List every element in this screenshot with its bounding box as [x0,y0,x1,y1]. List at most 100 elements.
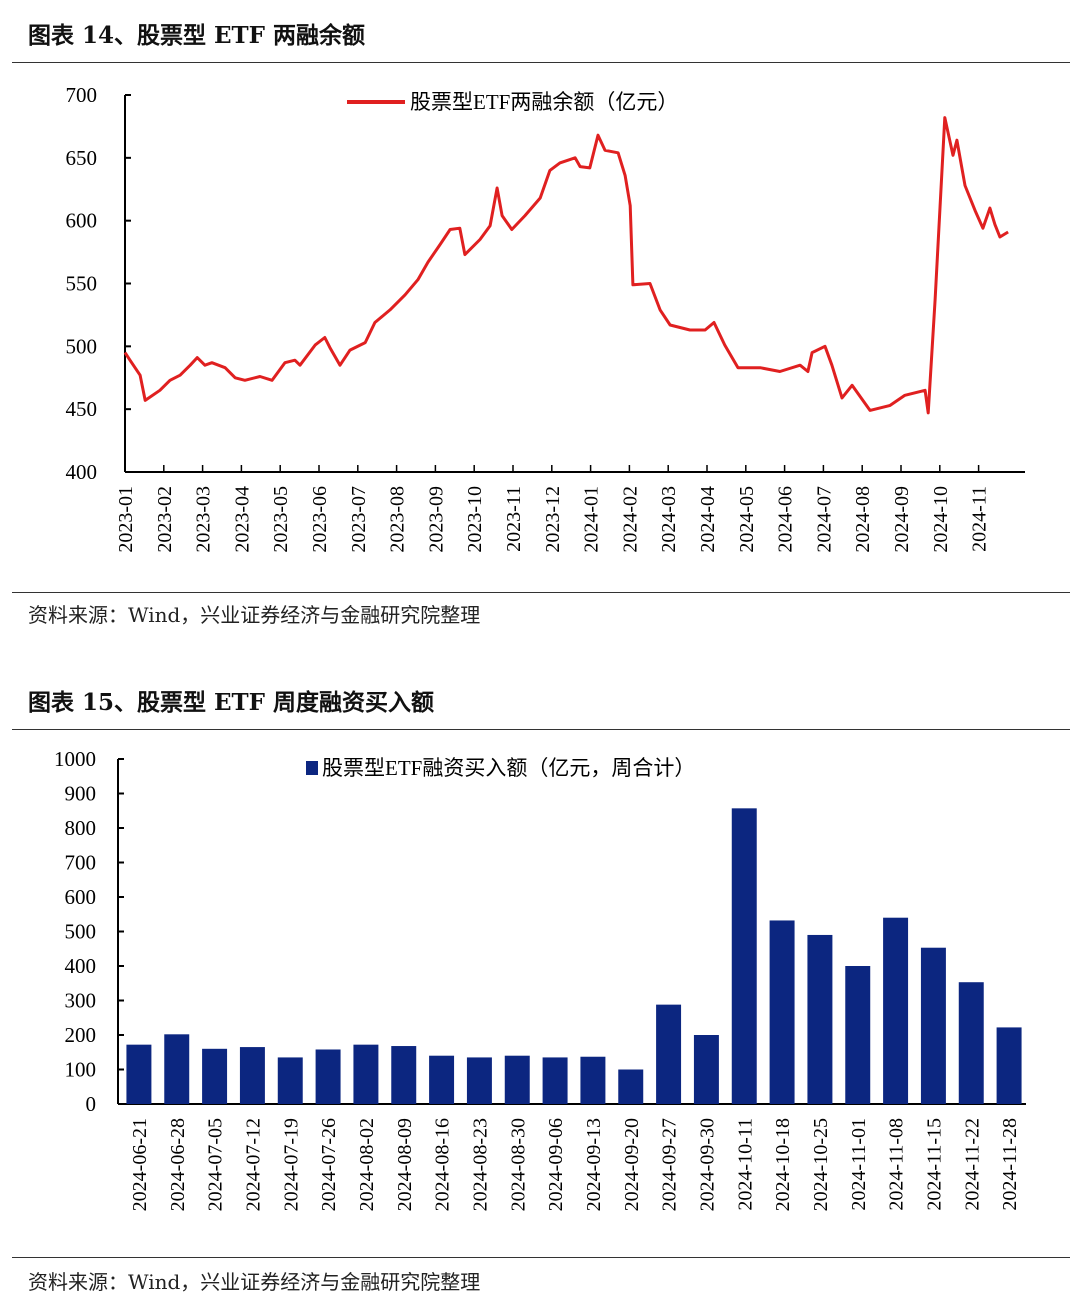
figure14-source: 资料来源：Wind，兴业证券经济与金融研究院整理 [28,603,481,627]
x-tick-label: 2024-07-19 [280,1118,302,1211]
bar [202,1048,228,1104]
x-tick-label: 2023-01 [115,486,137,553]
bar [656,1004,682,1104]
x-tick-label: 2024-08-16 [432,1118,454,1211]
figure15-source: 资料来源：Wind，兴业证券经济与金融研究院整理 [28,1270,481,1294]
bar [504,1055,530,1104]
x-tick-label: 2024-07-05 [205,1118,227,1211]
x-tick-label: 2024-06 [775,486,797,553]
y-tick-label: 450 [66,397,98,421]
x-tick-label: 2024-09 [891,486,913,553]
series-line [123,116,1009,415]
bar [958,982,984,1104]
x-tick-label: 2024-07 [813,486,835,553]
y-tick-label: 1000 [54,747,96,771]
x-tick-label: 2024-03 [658,486,680,553]
x-tick-label: 2023-04 [231,486,253,553]
y-tick-label: 400 [65,954,97,978]
x-tick-label: 2024-10 [930,486,952,553]
x-tick-label: 2024-01 [581,486,603,553]
x-tick-label: 2024-09-30 [696,1118,718,1211]
x-tick-label: 2024-09-13 [583,1118,605,1211]
y-tick-label: 550 [66,272,98,296]
x-tick-label: 2023-03 [193,486,215,553]
x-tick-label: 2023-05 [270,486,292,553]
y-tick-label: 650 [66,146,98,170]
figure15-top-rule [12,729,1070,730]
bar [845,966,871,1104]
x-tick-label: 2024-09-20 [621,1118,643,1211]
x-tick-label: 2024-10-25 [810,1118,832,1211]
bar [315,1049,341,1104]
x-tick-label: 2024-04 [697,486,719,553]
y-tick-label: 0 [86,1092,97,1116]
y-tick-label: 600 [66,209,98,233]
x-tick-label: 2024-06-21 [129,1118,151,1211]
x-tick-label: 2024-08-23 [469,1118,491,1211]
x-tick-label: 2024-08-09 [394,1118,416,1211]
bar [277,1057,303,1104]
legend-swatch [306,761,318,775]
bar [164,1034,190,1104]
y-tick-label: 700 [66,83,98,107]
x-tick-label: 2023-10 [464,486,486,553]
x-tick-label: 2024-07-26 [318,1118,340,1211]
figure14-bottom-rule [12,592,1070,593]
y-tick-label: 900 [65,782,97,806]
y-tick-label: 100 [65,1058,97,1082]
bar [996,1027,1022,1104]
y-tick-label: 500 [65,920,97,944]
y-tick-label: 500 [66,334,98,358]
x-tick-label: 2024-11-08 [886,1118,908,1211]
bar [807,934,833,1104]
x-tick-label: 2024-05 [736,486,758,553]
x-tick-label: 2023-06 [309,486,331,553]
figure15-title: 图表 15、股票型 ETF 周度融资买入额 [28,689,435,716]
x-tick-label: 2023-09 [425,486,447,553]
x-tick-label: 2024-08-02 [356,1118,378,1211]
x-tick-label: 2024-08 [852,486,874,553]
bar [466,1057,492,1104]
bar [542,1057,568,1104]
bar [920,947,946,1104]
x-tick-label: 2024-10-11 [734,1118,756,1211]
bar [769,920,795,1104]
bar-chart: 0 100 200 300 400 500 600 700 800 900 1000 2024-06-… [54,747,1026,1211]
bar [883,917,909,1104]
bar [693,1035,719,1104]
x-tick-label: 2024-06-28 [167,1118,189,1211]
x-tick-label: 2023-02 [154,486,176,553]
y-tick-label: 700 [65,851,97,875]
x-tick-label: 2023-07 [348,486,370,553]
x-tick-label: 2024-09-27 [659,1118,681,1211]
x-tick-label: 2023-12 [542,486,564,553]
bar [731,808,757,1104]
y-tick-label: 200 [65,1023,97,1047]
x-tick-label: 2024-11-15 [923,1118,945,1211]
y-tick-label: 300 [65,989,97,1013]
y-tick-label: 400 [66,460,98,484]
x-tick-label: 2024-11-22 [961,1118,983,1211]
bar [580,1056,606,1104]
bar [391,1046,417,1104]
x-tick-label: 2024-08-30 [507,1118,529,1211]
bar [429,1055,455,1104]
x-tick-label: 2024-11 [969,486,991,552]
line-chart: 400 450 500 550 600 650 700 2023-01 2023-02 2023-… [66,83,1025,553]
bar [239,1047,265,1104]
legend-label: 股票型ETF融资买入额（亿元，周合计） [322,756,695,780]
bar [618,1069,644,1104]
bar [126,1044,152,1104]
figure15-bottom-rule [12,1257,1070,1258]
x-tick-label: 2024-11-28 [999,1118,1021,1211]
y-tick-label: 600 [65,885,97,909]
x-tick-label: 2024-07-12 [242,1118,264,1211]
figure14-title: 图表 14、股票型 ETF 两融余额 [28,22,366,49]
x-tick-label: 2024-11-01 [848,1118,870,1211]
x-tick-label: 2023-11 [503,486,525,552]
legend-label: 股票型ETF两融余额（亿元） [410,90,678,114]
x-tick-label: 2024-02 [619,486,641,553]
y-tick-label: 800 [65,816,97,840]
bar [353,1044,379,1104]
